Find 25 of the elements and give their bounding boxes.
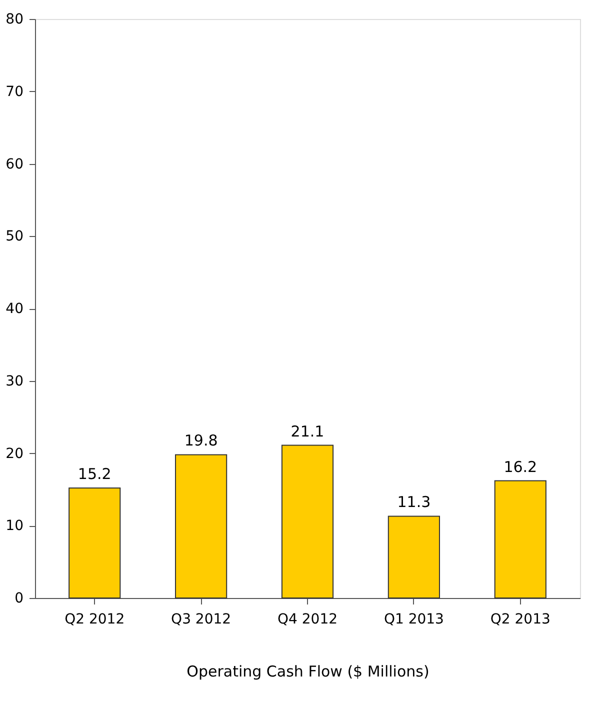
bar — [281, 444, 334, 598]
data-label: 19.8 — [184, 432, 218, 450]
y-tick-label: 30 — [6, 373, 24, 390]
data-label: 11.3 — [397, 493, 431, 512]
y-tick-label: 40 — [6, 301, 24, 317]
bar — [175, 454, 228, 598]
bar — [68, 487, 121, 598]
x-tick-label: Q3 2012 — [171, 612, 232, 628]
x-tick-label: Q2 2013 — [490, 612, 550, 628]
y-tick-label: 60 — [6, 156, 24, 172]
bar — [388, 516, 440, 598]
x-tick-label: Q1 2013 — [384, 612, 444, 628]
y-tick-label: 10 — [6, 518, 24, 534]
y-tick-label: 20 — [6, 446, 24, 462]
data-label: 15.2 — [78, 464, 112, 483]
y-tick-label: 70 — [6, 84, 24, 100]
y-tick-label: 80 — [6, 12, 24, 28]
y-tick-label: 50 — [6, 228, 24, 245]
y-tick-label: 0 — [14, 590, 24, 606]
bar — [494, 480, 546, 598]
x-axis-title: Operating Cash Flow ($ Millions) — [186, 662, 430, 680]
x-tick-label: Q2 2012 — [64, 612, 125, 628]
data-label: 21.1 — [290, 422, 324, 440]
x-tick-label: Q4 2012 — [277, 612, 338, 628]
data-label: 16.2 — [504, 458, 538, 476]
